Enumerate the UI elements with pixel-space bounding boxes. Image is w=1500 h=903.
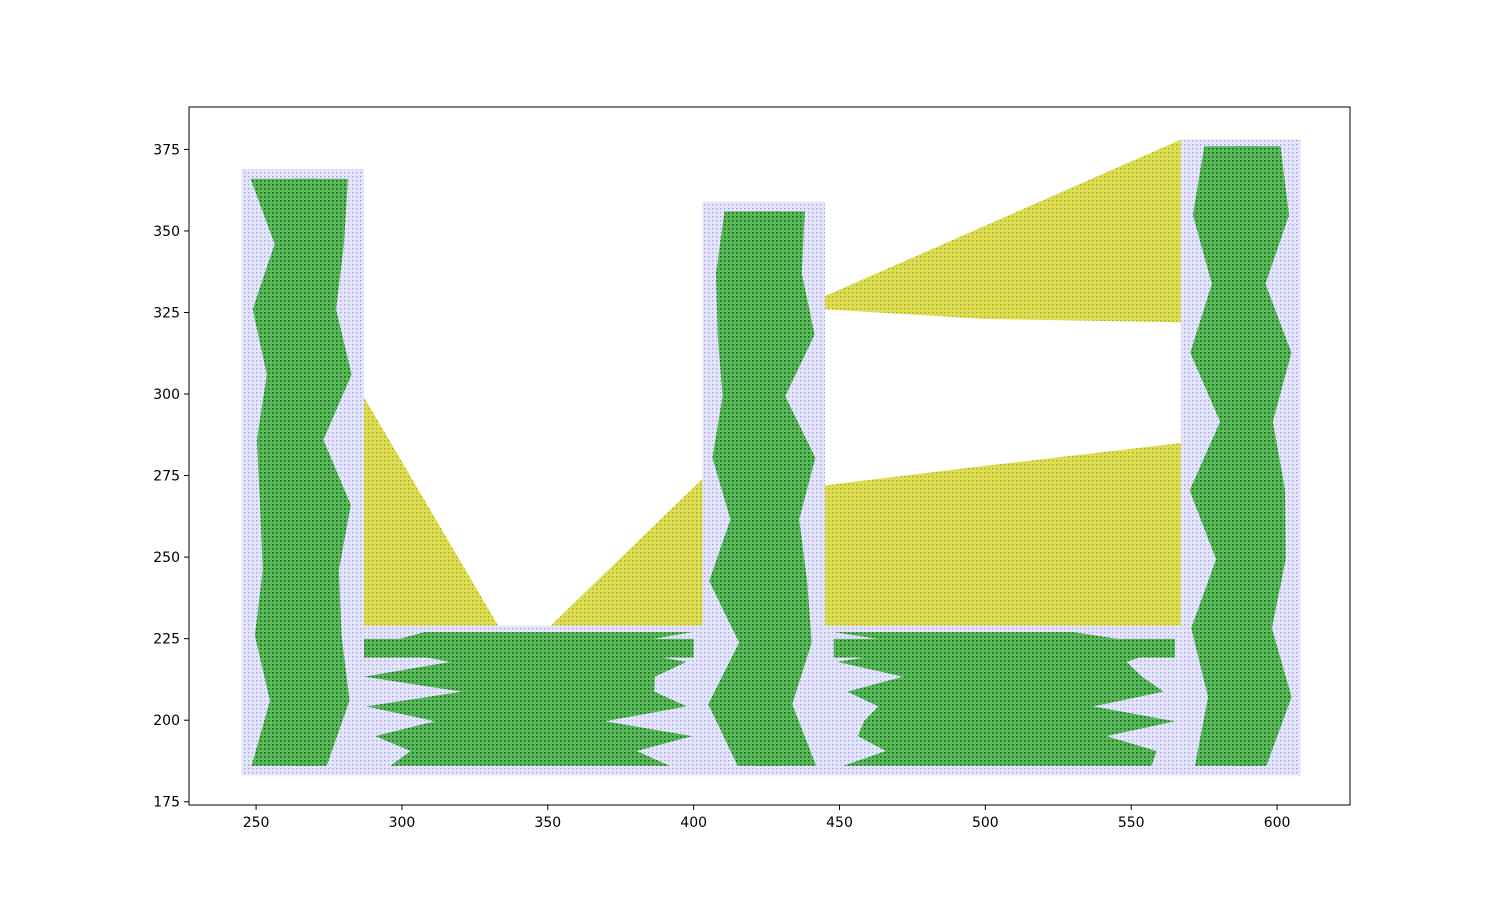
y-tick-label: 375 [153,142,180,158]
y-tick-label: 275 [153,469,180,485]
x-axis: 250 300 350 400 450 500 550 600 [243,805,1291,831]
connector-region-1 [364,397,499,626]
free-space-corridor-5 [1233,146,1258,766]
y-tick-label: 350 [153,224,180,240]
x-tick-label: 550 [1118,815,1145,831]
x-tick-label: 350 [534,815,561,831]
connector-region-4 [824,139,1181,323]
free-space-strip-4 [833,638,1175,658]
x-tick-label: 300 [389,815,416,831]
plot-frame [188,106,1351,806]
free-space-corridor-3 [754,211,781,766]
free-space-series [250,146,1292,766]
y-tick-label: 200 [153,713,180,729]
y-tick-label: 225 [153,632,180,648]
free-space-band-4 [833,632,1175,766]
x-tick-label: 250 [243,815,270,831]
free-space-strip-2 [364,638,694,658]
y-tick-label: 250 [153,550,180,566]
free-space-corridor-1 [294,178,319,766]
free-space-band-2 [364,632,693,766]
y-tick-label: 300 [153,387,180,403]
x-tick-label: 450 [826,815,853,831]
x-tick-label: 600 [1264,815,1291,831]
connector-region-2 [550,478,703,626]
plot-area [241,139,1301,776]
x-tick-label: 500 [972,815,999,831]
y-axis: 175 200 225 250 275 300 325 350 375 [153,142,189,811]
connector-series [364,139,1181,626]
connector-region-3 [824,442,1181,626]
y-tick-label: 175 [153,795,180,811]
y-tick-label: 325 [153,305,180,321]
x-tick-label: 400 [680,815,707,831]
